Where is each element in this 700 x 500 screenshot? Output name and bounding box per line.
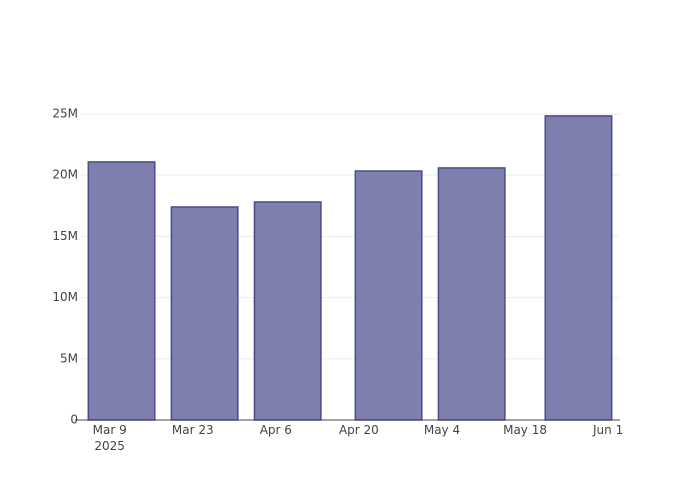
y-tick-label: 0 xyxy=(70,413,78,427)
x-tick-label: Apr 6 xyxy=(260,423,292,437)
x-tick-label: Mar 9 2025 xyxy=(93,423,127,453)
x-tick-label: May 18 xyxy=(503,423,547,437)
bar xyxy=(87,161,156,421)
x-tick-label: Mar 23 xyxy=(172,423,214,437)
y-tick-label: 20M xyxy=(52,168,78,182)
bar xyxy=(437,167,506,421)
y-tick-label: 25M xyxy=(52,106,78,120)
bar xyxy=(253,201,322,421)
x-tick-label: Jun 1 xyxy=(592,423,623,437)
x-tick-label: Apr 20 xyxy=(339,423,379,437)
y-tick-label: 15M xyxy=(52,229,78,243)
y-tick-label: 5M xyxy=(60,351,78,365)
bar xyxy=(544,115,613,421)
y-tick-label: 10M xyxy=(52,290,78,304)
bar xyxy=(170,206,239,421)
x-tick-label: May 4 xyxy=(424,423,460,437)
bar xyxy=(354,170,423,421)
